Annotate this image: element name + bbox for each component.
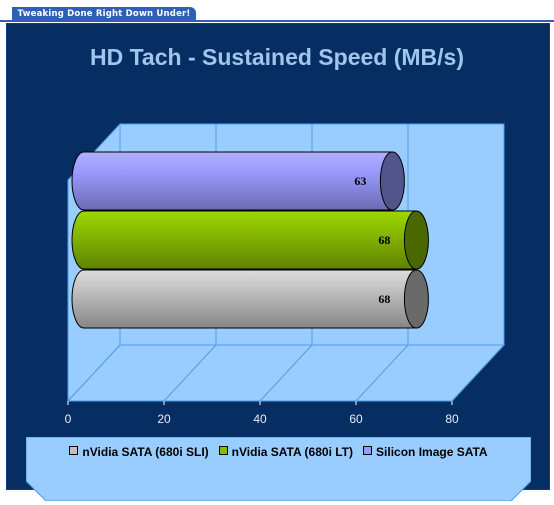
bar-2: 63	[71, 151, 405, 211]
legend-item: nVidia SATA (680i SLI)	[69, 445, 209, 459]
legend-item: Silicon Image SATA	[363, 445, 488, 459]
x-tick-label: 20	[157, 412, 171, 426]
chart-title: HD Tach - Sustained Speed (MB/s)	[89, 44, 464, 70]
legend-items: nVidia SATA (680i SLI) nVidia SATA (680i …	[26, 445, 531, 459]
legend-swatch	[363, 446, 373, 455]
bar-cap	[403, 210, 429, 270]
legend: nVidia SATA (680i SLI) nVidia SATA (680i …	[26, 437, 531, 501]
legend-swatch	[69, 446, 79, 455]
bar-body	[71, 269, 417, 329]
banner-rule	[0, 20, 554, 22]
bar-value-label: 68	[378, 292, 390, 306]
bar-body	[71, 210, 417, 270]
bar-1: 68	[71, 210, 429, 270]
bar-group: 63 68 68	[71, 151, 429, 329]
legend-item: nVidia SATA (680i LT)	[218, 445, 354, 459]
legend-background	[26, 437, 531, 501]
gridline-floor	[451, 344, 505, 402]
site-banner-tab: Tweaking Done Right Down Under!	[12, 7, 196, 21]
bar-cap	[379, 151, 405, 211]
x-tick-label: 60	[349, 412, 363, 426]
bar-0: 68	[71, 269, 429, 329]
x-tick-label: 0	[65, 412, 72, 426]
bar-cap	[403, 269, 429, 329]
bar-value-label: 63	[354, 174, 366, 188]
gridline-floor	[355, 344, 409, 402]
x-tick-label: 40	[253, 412, 267, 426]
legend-label: nVidia SATA (680i SLI)	[82, 445, 209, 459]
legend-label: Silicon Image SATA	[376, 445, 488, 459]
gridline-floor	[163, 344, 217, 402]
legend-panel	[26, 437, 531, 501]
bar-body	[71, 151, 393, 211]
gridline-floor	[259, 344, 313, 402]
bar-value-label: 68	[378, 233, 390, 247]
x-axis-ticks: 0 20 40 60 80	[65, 412, 459, 426]
x-tick-label: 80	[445, 412, 459, 426]
legend-swatch	[218, 446, 228, 455]
legend-label: nVidia SATA (680i LT)	[231, 445, 354, 459]
